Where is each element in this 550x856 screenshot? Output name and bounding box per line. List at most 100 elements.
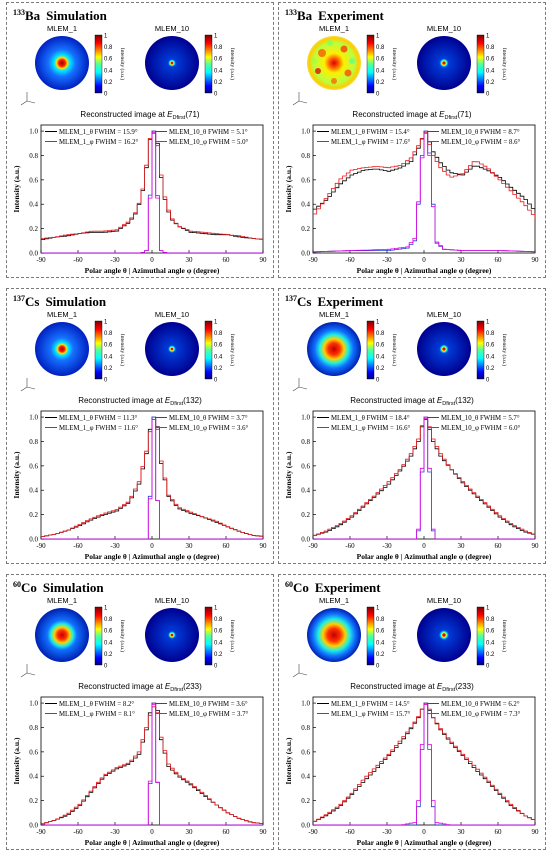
reconstruction-caption: Reconstructed image at EDfirst(132) (350, 396, 474, 407)
axis-triad-icon (20, 92, 36, 106)
legend-entry: MLEM_10_φ FWHM = 3.7° (169, 711, 248, 718)
reconstruction-caption: Reconstructed image at EDfirst(71) (80, 110, 199, 121)
colorbar-label: Intensity (a.u.) (119, 334, 126, 366)
x-tick-label: -90 (36, 256, 46, 264)
colorbar (476, 34, 485, 94)
colorbar-tick: 0.4 (214, 354, 223, 360)
legend-entry: MLEM_10_θ FWHM = 3.7° (169, 415, 248, 422)
heatmap-blob (318, 49, 326, 57)
x-tick-label: 90 (532, 542, 540, 550)
legend-entry: MLEM_1_θ FWHM = 11.3° (59, 415, 138, 422)
colorbar-label: Intensity (a.u.) (391, 334, 398, 366)
heatmap-disc (145, 322, 199, 376)
x-axis-label: Polar angle θ | Azimuthal angle φ (degre… (85, 266, 220, 275)
panel-co-simulation: 60Co Simulation MLEM_1 1 0.8 0.6 0.4 0.2 0 Intens… (6, 574, 274, 850)
axis-triad-icon (20, 664, 36, 678)
x-tick-label: -30 (382, 542, 392, 550)
colorbar-tick: 0.2 (376, 366, 385, 372)
x-axis-label: Polar angle θ | Azimuthal angle φ (degre… (85, 552, 220, 561)
map-label: MLEM_1 (319, 310, 349, 319)
reconstruction-caption: Reconstructed image at EDfirst(233) (350, 682, 474, 693)
colorbar-label: Intensity (a.u.) (501, 48, 508, 80)
colorbar-tick: 0.8 (214, 617, 223, 623)
legend-entry: MLEM_1_φ FWHM = 8.1° (59, 711, 135, 718)
colorbar-tick: 0 (104, 664, 108, 670)
colorbar (476, 606, 485, 666)
x-tick-label: 90 (532, 256, 540, 264)
panel-cs-simulation: 137Cs Simulation MLEM_1 1 0.8 0.6 0.4 0.2 0 Inten… (6, 288, 274, 564)
colorbar-tick: 0 (104, 92, 108, 98)
colorbar-tick: 0 (214, 92, 218, 98)
colorbar-tick: 0 (486, 664, 490, 670)
colorbar-tick: 0.2 (376, 652, 385, 658)
heatmap-disc (35, 36, 89, 90)
colorbar-tick: 0.6 (104, 343, 113, 349)
colorbar-tick: 0.2 (214, 80, 223, 86)
y-tick-label: 0.2 (301, 225, 310, 233)
y-tick-label: 0.8 (301, 152, 310, 160)
x-tick-label: 90 (260, 256, 268, 264)
y-tick-label: 0.4 (301, 773, 310, 781)
colorbar-tick: 0.2 (104, 80, 113, 86)
colorbar-tick: 1 (376, 606, 380, 612)
panel-ba-simulation: 133Ba Simulation MLEM_1 1 0.8 0.6 0.4 0.2 0 Inten… (6, 2, 274, 278)
reconstruction-caption: Reconstructed image at EDfirst(71) (352, 110, 471, 121)
x-axis-label: Polar angle θ | Azimuthal angle φ (degre… (85, 838, 220, 847)
colorbar-label: Intensity (a.u.) (119, 48, 126, 80)
panel-cs-experiment: 137Cs Experiment MLEM_1 1 0.8 0.6 0.4 0.2 0 Inten… (278, 288, 546, 564)
y-axis-label: Intensity (a.u.) (284, 451, 293, 498)
colorbar-label: Intensity (a.u.) (229, 334, 236, 366)
series-line-3 (313, 417, 535, 539)
series-line-2 (41, 702, 263, 825)
y-tick-label: 0.6 (301, 176, 310, 184)
colorbar-tick: 1 (376, 320, 380, 326)
legend-entry: MLEM_1_φ FWHM = 11.6° (59, 425, 138, 432)
colorbar-tick: 0.6 (376, 343, 385, 349)
colorbar-tick: 0.2 (104, 652, 113, 658)
x-tick-label: -90 (308, 256, 318, 264)
y-tick-label: 0.2 (301, 511, 310, 519)
axis-triad-icon (292, 664, 308, 678)
map-label: MLEM_10 (427, 24, 461, 33)
heatmap-disc (417, 322, 471, 376)
x-tick-label: 0 (422, 828, 426, 836)
panel-title: 60Co Experiment (285, 580, 381, 595)
y-tick-label: 0.6 (29, 748, 38, 756)
colorbar-tick: 0.4 (376, 640, 385, 646)
y-tick-label: 0.0 (29, 822, 38, 830)
x-tick-label: 0 (150, 828, 154, 836)
map-label: MLEM_10 (155, 24, 189, 33)
colorbar-label: Intensity (a.u.) (501, 620, 508, 652)
colorbar-tick: 0.6 (214, 343, 223, 349)
colorbar-tick: 0.6 (376, 629, 385, 635)
colorbar-label: Intensity (a.u.) (391, 620, 398, 652)
colorbar-tick: 0.2 (214, 366, 223, 372)
y-tick-label: 0.6 (29, 176, 38, 184)
x-tick-label: 30 (458, 542, 466, 550)
colorbar-tick: 0.6 (104, 57, 113, 63)
heatmap-disc (35, 322, 89, 376)
heatmap-disc (145, 36, 199, 90)
legend-entry: MLEM_10_θ FWHM = 5.7° (441, 415, 520, 422)
heatmap-blob (349, 58, 355, 64)
colorbar-tick: 1 (104, 606, 108, 612)
heatmap-blob (340, 45, 348, 53)
legend-entry: MLEM_1_φ FWHM = 16.2° (59, 139, 138, 146)
y-tick-label: 1.0 (301, 414, 310, 422)
y-axis-label: Intensity (a.u.) (284, 165, 293, 212)
y-tick-label: 0.6 (301, 462, 310, 470)
y-tick-label: 1.0 (301, 700, 310, 708)
y-tick-label: 0.4 (301, 201, 310, 209)
colorbar-label: Intensity (a.u.) (229, 48, 236, 80)
panel-title: 137Cs Simulation (13, 294, 107, 309)
legend-entry: MLEM_1_θ FWHM = 18.4° (331, 415, 410, 422)
x-tick-label: 60 (223, 256, 231, 264)
colorbar (476, 320, 485, 380)
colorbar-tick: 0.2 (376, 80, 385, 86)
legend-entry: MLEM_1_θ FWHM = 14.5° (331, 701, 410, 708)
series-line-2 (313, 416, 535, 539)
map-label: MLEM_1 (47, 310, 77, 319)
x-tick-label: -30 (110, 828, 120, 836)
